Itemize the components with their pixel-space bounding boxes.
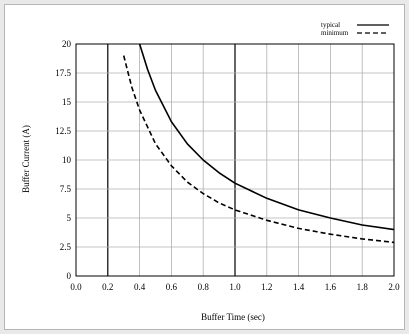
x-tick-label: 0.0 [70,282,82,292]
x-tick-label: 1.0 [229,282,241,292]
y-tick-label: 17.5 [55,68,71,78]
series-typical-line [138,43,395,231]
grid [75,43,395,277]
y-tick-label: 12.5 [55,126,71,136]
legend-label-minimum: minimum [321,29,349,37]
x-tick-label: 1.2 [261,282,272,292]
x-tick-label: 0.2 [102,282,113,292]
x-tick-label: 1.6 [325,282,337,292]
legend-label-typical: typical [321,21,340,29]
y-tick-label: 15 [62,97,72,107]
y-tick-label: 7.5 [60,184,72,194]
y-tick-label: 10 [62,155,72,165]
x-tick-label: 1.8 [357,282,369,292]
x-axis-title: Buffer Time (sec) [201,312,265,322]
curves [122,43,395,244]
plot-border [75,43,395,277]
chart-svg: 0.0 0.2 0.4 0.6 0.8 1.0 1.2 1.4 1.6 1.8 2.0 0 2.5 5 7… [21,21,400,322]
x-tick-labels: 0.0 0.2 0.4 0.6 0.8 1.0 1.2 1.4 1.6 1.8 2.0 [70,282,400,292]
x-tick-label: 0.8 [198,282,210,292]
x-tick-label: 1.4 [293,282,305,292]
x-tick-label: 2.0 [388,282,400,292]
y-tick-label: 20 [62,39,72,49]
y-tick-label: 2.5 [60,242,72,252]
y-tick-labels: 0 2.5 5 7.5 10 12.5 15 17.5 20 [55,39,71,281]
y-axis-title: Buffer Current (A) [21,125,31,193]
series-minimum-line [122,55,395,244]
y-tick-label: 5 [67,213,72,223]
x-tick-label: 0.6 [166,282,178,292]
y-tick-label: 0 [67,271,72,281]
chart-panel: 0.0 0.2 0.4 0.6 0.8 1.0 1.2 1.4 1.6 1.8 2.0 0 2.5 5 7… [4,4,405,330]
x-tick-label: 0.4 [134,282,146,292]
